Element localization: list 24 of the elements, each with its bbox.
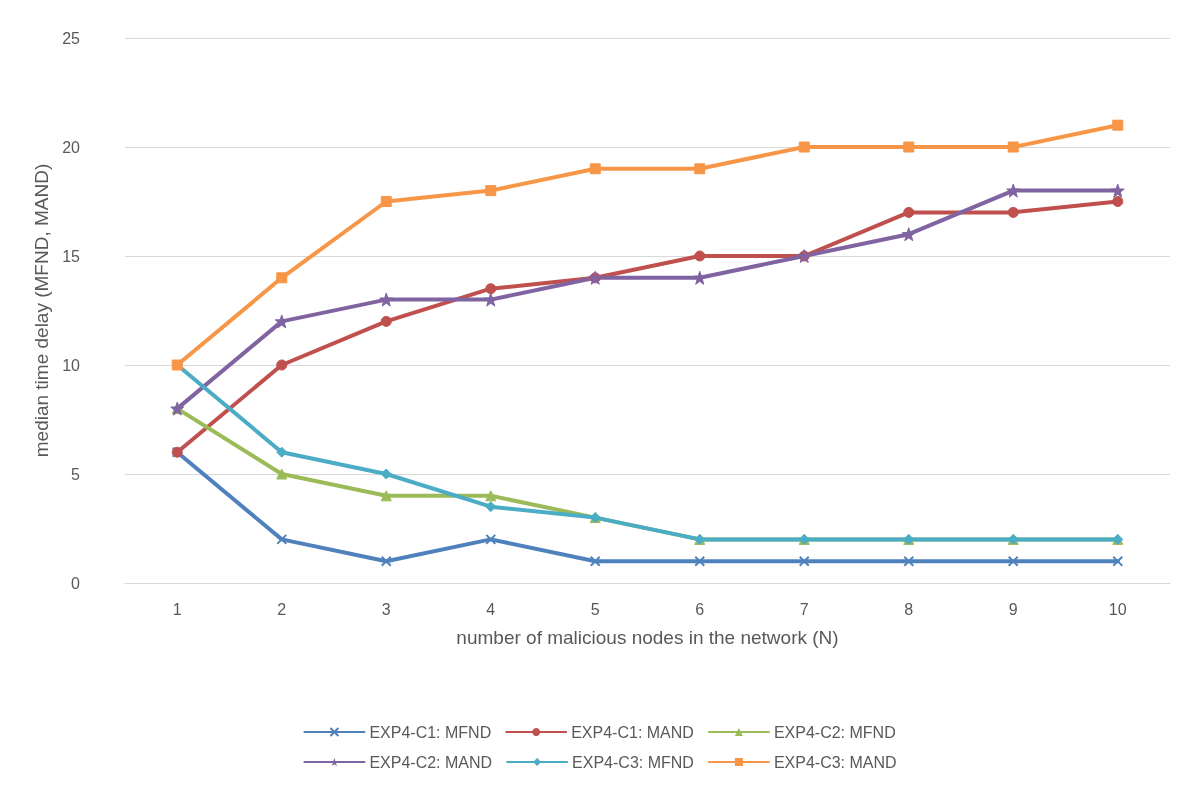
- x-tick-label: 5: [590, 600, 600, 618]
- x-tick-label: 10: [1108, 600, 1127, 618]
- x-tick-label: 7: [799, 600, 809, 618]
- y-tick-label: 20: [62, 138, 81, 156]
- y-tick-label: 5: [71, 465, 81, 483]
- legend-label: EXP4-C2: MAND: [369, 753, 493, 771]
- y-tick-label: 15: [62, 247, 81, 265]
- x-tick-label: 6: [695, 600, 705, 618]
- legend-label: EXP4-C3: MFND: [572, 753, 694, 771]
- y-axis-title: median time delay (MFND, MAND): [31, 163, 53, 458]
- legend-label: EXP4-C1: MFND: [369, 723, 492, 741]
- x-axis-title: number of malicious nodes in the network (N): [456, 627, 839, 648]
- legend-label: EXP4-C2: MFND: [773, 723, 896, 741]
- x-tick-label: 3: [381, 600, 391, 618]
- x-tick-label: 9: [1008, 600, 1018, 618]
- x-tick-label: 2: [277, 600, 287, 618]
- legend-label: EXP4-C1: MAND: [571, 723, 694, 741]
- x-tick-label: 8: [904, 600, 914, 618]
- y-tick-label: 25: [62, 29, 81, 47]
- y-tick-label: 0: [71, 574, 81, 592]
- legend-label: EXP4-C3: MAND: [773, 753, 897, 771]
- x-tick-label: 4: [486, 600, 496, 618]
- x-tick-label: 1: [172, 600, 182, 618]
- y-tick-label: 10: [62, 356, 81, 374]
